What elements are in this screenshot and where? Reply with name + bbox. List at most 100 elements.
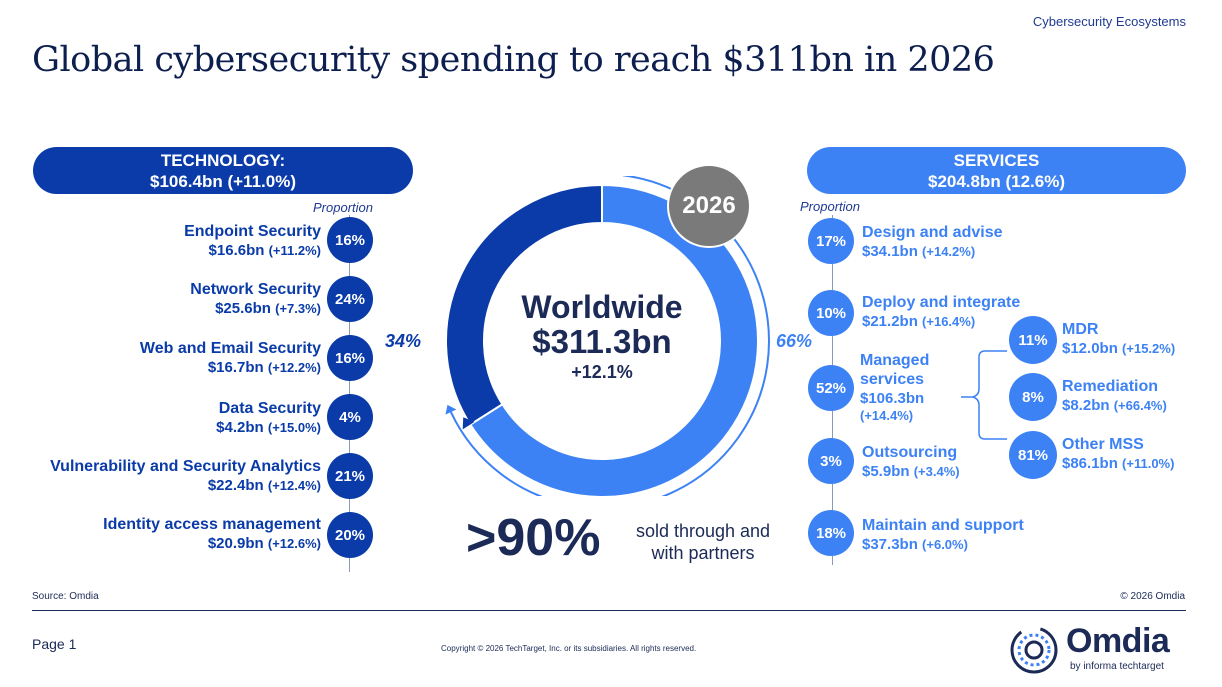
services-item-label: Managed services $106.3bn (+14.4%): [860, 351, 929, 423]
tech-item-name: Web and Email Security: [139, 340, 321, 357]
tech-item-label: Identity access management $20.9bn (+12.…: [103, 515, 321, 553]
technology-axis-line: [349, 215, 350, 572]
managed-item-name: MDR: [1062, 321, 1099, 338]
services-item-value: $37.3bn: [862, 536, 918, 553]
source-note: Source: Omdia: [32, 591, 99, 602]
services-proportion-circle: 3%: [808, 438, 854, 484]
technology-arrow-head: [462, 417, 475, 430]
managed-proportion-circle: 11%: [1009, 316, 1057, 364]
omdia-copyright: © 2026 Omdia: [1120, 591, 1185, 602]
tech-item-name: Identity access management: [103, 516, 321, 533]
services-item-change: (+14.2%): [922, 244, 976, 259]
services-title: SERVICES: [953, 151, 1040, 170]
managed-item-change: (+66.4%): [1113, 398, 1167, 413]
tech-item-value: $16.7bn: [207, 359, 264, 376]
worldwide-total: $311.3bn: [532, 323, 672, 360]
technology-share-label: 34%: [385, 331, 422, 351]
partners-percent: >90%: [466, 509, 601, 567]
tech-item-name: Vulnerability and Security Analytics: [50, 458, 321, 475]
tech-item-change: (+15.0%): [267, 420, 321, 435]
services-item-name: Managed: [860, 352, 930, 369]
managed-item-name: Other MSS: [1062, 436, 1144, 453]
technology-header: TECHNOLOGY: $106.4bn (+11.0%): [33, 147, 413, 194]
services-proportion-circle: 17%: [808, 218, 854, 264]
services-proportion-circle: 52%: [808, 365, 854, 411]
tech-item-name: Data Security: [218, 400, 321, 417]
managed-item-value: $86.1bn: [1062, 455, 1118, 472]
tech-item-change: (+12.4%): [267, 478, 321, 493]
services-item-name: Design and advise: [862, 224, 1003, 241]
services-item-label: Design and advise $34.1bn (+14.2%): [862, 223, 1003, 261]
tech-item-value: $25.6bn: [215, 300, 271, 317]
services-item-change: (+14.4%): [860, 408, 914, 423]
managed-item-label: Remediation $8.2bn (+66.4%): [1062, 377, 1167, 415]
tech-item-name: Endpoint Security: [184, 223, 321, 240]
page-title: Global cybersecurity spending to reach $…: [32, 40, 995, 80]
services-header: SERVICES $204.8bn (12.6%): [807, 147, 1186, 194]
managed-services-brace: [961, 350, 1007, 440]
donut-segment-services: [468, 183, 759, 496]
section-label: Cybersecurity Ecosystems: [1032, 14, 1186, 29]
worldwide-growth: +12.1%: [571, 362, 633, 382]
tech-item-label: Vulnerability and Security Analytics $22…: [50, 457, 321, 495]
tech-proportion-circle: 21%: [327, 453, 373, 499]
managed-item-label: MDR $12.0bn (+15.2%): [1062, 320, 1175, 358]
tech-item-change: (+12.6%): [267, 536, 321, 551]
tech-proportion-circle: 16%: [327, 335, 373, 381]
tech-item-change: (+12.2%): [267, 360, 321, 375]
services-item-name: Maintain and support: [862, 517, 1024, 534]
tech-proportion-circle: 16%: [327, 217, 373, 263]
managed-item-value: $12.0bn: [1062, 340, 1118, 357]
services-item-name: Deploy and integrate: [862, 294, 1021, 311]
services-item-value: $5.9bn: [862, 463, 910, 480]
services-item-change: (+6.0%): [922, 537, 968, 552]
services-proportion-label: Proportion: [800, 199, 860, 214]
tech-item-value: $16.6bn: [208, 242, 265, 259]
tech-proportion-circle: 24%: [327, 276, 373, 322]
services-item-name: Outsourcing: [862, 444, 958, 461]
services-proportion-circle: 18%: [808, 510, 854, 556]
year-badge: 2026: [667, 164, 751, 248]
managed-proportion-circle: 8%: [1009, 373, 1057, 421]
tech-item-label: Data Security $4.2bn (+15.0%): [216, 399, 321, 437]
services-arrow-head: [445, 404, 457, 415]
tech-item-value: $22.4bn: [207, 477, 264, 494]
omdia-logo: Omdia: [1066, 622, 1170, 660]
tech-proportion-circle: 4%: [327, 394, 373, 440]
footer-divider: [32, 610, 1186, 611]
services-total: $204.8bn (12.6%): [927, 172, 1065, 191]
managed-item-name: Remediation: [1062, 378, 1159, 395]
tech-item-name: Network Security: [190, 281, 321, 298]
partners-text: sold through and with partners: [635, 521, 771, 563]
services-item-value: $34.1bn: [862, 243, 918, 260]
legal-notice: Copyright © 2026 TechTarget, Inc. or its…: [441, 644, 697, 653]
tech-proportion-circle: 20%: [327, 512, 373, 558]
worldwide-label: Worldwide: [521, 289, 683, 325]
tech-item-value: $4.2bn: [216, 419, 264, 436]
omdia-logo-icon: [1010, 626, 1058, 674]
managed-item-value: $8.2bn: [1062, 397, 1110, 414]
donut-center: Worldwide $311.3bn +12.1%: [495, 290, 709, 383]
managed-item-change: (+11.0%): [1122, 456, 1175, 471]
managed-item-label: Other MSS $86.1bn (+11.0%): [1062, 435, 1174, 473]
services-proportion-circle: 10%: [808, 290, 854, 336]
page-number: Page 1: [32, 636, 77, 652]
services-item-label: Outsourcing $5.9bn (+3.4%): [862, 443, 960, 481]
tech-item-change: (+7.3%): [275, 301, 321, 316]
tech-item-change: (+11.2%): [268, 243, 321, 258]
services-item-name-2: services: [860, 371, 925, 388]
tech-item-label: Web and Email Security $16.7bn (+12.2%): [140, 339, 321, 377]
tech-item-label: Network Security $25.6bn (+7.3%): [190, 280, 321, 318]
services-item-change: (+16.4%): [922, 314, 976, 329]
donut-segment-technology: [445, 183, 603, 426]
managed-item-change: (+15.2%): [1122, 341, 1176, 356]
tech-item-value: $20.9bn: [207, 535, 264, 552]
technology-proportion-label: Proportion: [313, 200, 373, 215]
services-item-value: $106.3bn: [860, 390, 925, 407]
services-share-label: 66%: [776, 331, 813, 351]
services-item-label: Deploy and integrate $21.2bn (+16.4%): [862, 293, 1020, 331]
services-item-label: Maintain and support $37.3bn (+6.0%): [862, 516, 1024, 554]
tech-item-label: Endpoint Security $16.6bn (+11.2%): [184, 222, 321, 260]
services-item-change: (+3.4%): [913, 464, 960, 479]
omdia-logo-subtitle: by informa techtarget: [1070, 661, 1164, 672]
